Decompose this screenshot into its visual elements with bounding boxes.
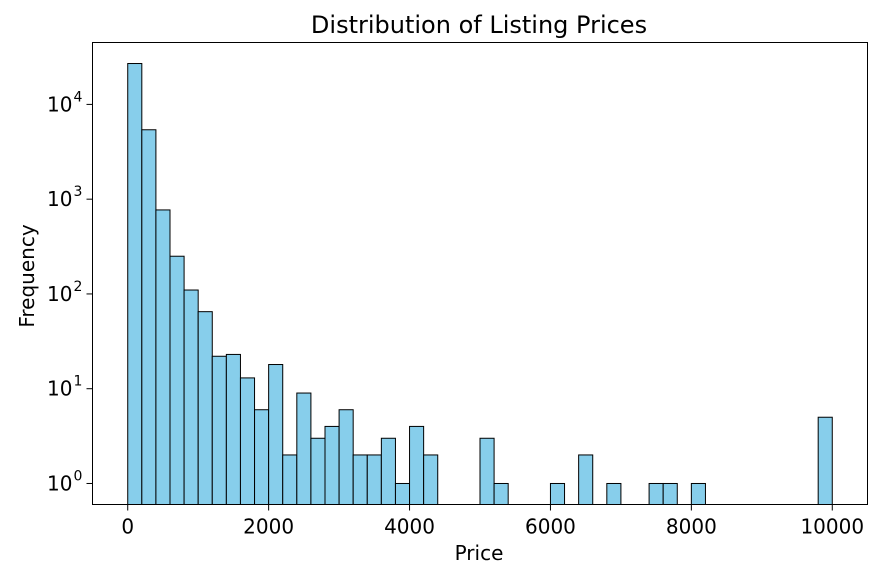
histogram-bar	[380, 437, 396, 506]
histogram-bar	[268, 364, 284, 505]
histogram-bar	[423, 454, 439, 506]
y-tick-exponent: 0	[74, 468, 83, 484]
histogram-bar	[310, 437, 326, 506]
y-tick-label: 10	[47, 282, 72, 306]
histogram-bar	[197, 311, 213, 506]
histogram-bar	[211, 355, 227, 506]
histogram-bar	[254, 409, 270, 506]
histogram-bar	[409, 425, 425, 506]
histogram-bar	[239, 377, 256, 505]
x-axis-label: Price	[455, 541, 504, 565]
histogram-bar	[225, 353, 241, 505]
histogram-bar	[662, 482, 678, 506]
x-tick-label: 10000	[800, 515, 864, 539]
histogram-bar	[127, 63, 143, 506]
x-axis-ticks: 0 2000 4000 6000 8000 10000	[121, 504, 864, 539]
x-tick-label: 0	[121, 515, 134, 539]
plot-frame	[92, 42, 868, 505]
histogram-bar	[394, 482, 411, 506]
histogram-bar	[493, 482, 509, 506]
histogram-bar	[141, 129, 157, 505]
y-axis-label: Frequency	[15, 224, 39, 327]
x-tick-label: 8000	[666, 515, 717, 539]
chart-title: Distribution of Listing Prices	[311, 11, 647, 39]
y-tick-label: 10	[47, 92, 72, 116]
histogram-bar	[324, 425, 340, 506]
histogram-bar	[549, 482, 566, 506]
histogram-bar	[338, 409, 354, 506]
y-tick-label: 10	[47, 187, 72, 211]
histogram-bar	[578, 454, 594, 506]
histogram-bar	[817, 416, 833, 505]
y-tick-exponent: 3	[74, 184, 83, 200]
histogram-bar	[183, 289, 199, 505]
y-tick-exponent: 2	[74, 279, 83, 295]
x-tick-label: 4000	[384, 515, 435, 539]
histogram-bar	[690, 482, 706, 506]
histogram-bar	[155, 209, 171, 505]
y-tick-exponent: 4	[74, 89, 83, 105]
histogram-bar	[169, 255, 185, 506]
histogram-bar	[648, 482, 664, 506]
histogram-bar	[606, 482, 622, 506]
bars-group	[127, 63, 833, 506]
x-tick-label: 6000	[525, 515, 576, 539]
y-tick-label: 10	[47, 471, 72, 495]
y-tick-label: 10	[47, 377, 72, 401]
histogram-bar	[479, 437, 495, 506]
histogram-bar	[366, 454, 382, 506]
x-tick-label: 2000	[243, 515, 294, 539]
y-tick-exponent: 1	[74, 374, 83, 390]
histogram-bar	[282, 454, 298, 506]
histogram-bar	[296, 392, 312, 506]
histogram-bar	[352, 454, 368, 506]
